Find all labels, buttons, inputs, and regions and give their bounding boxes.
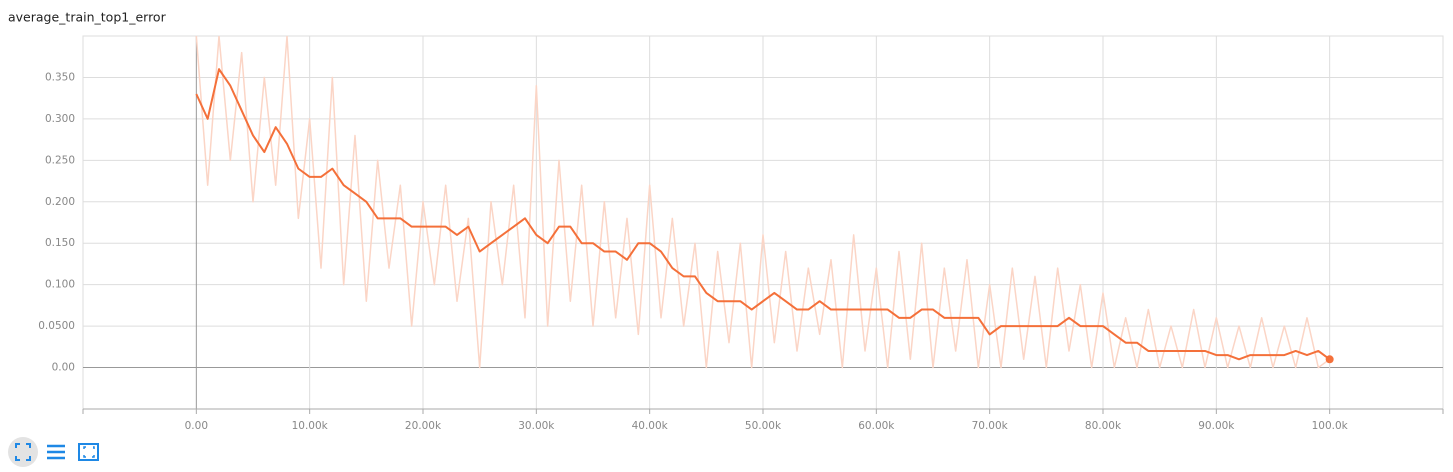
y-tick-label: 0.100 xyxy=(45,279,75,291)
x-tick-label: 60.00k xyxy=(858,420,895,432)
y-tick-label: 0.0500 xyxy=(38,320,75,332)
y-tick-label: 0.250 xyxy=(45,154,75,166)
x-tick-label: 90.00k xyxy=(1198,420,1235,432)
fullscreen-icon xyxy=(15,443,31,461)
x-tick-label: 30.00k xyxy=(518,420,555,432)
smoothed-line xyxy=(195,68,1331,361)
x-tick-label: 50.00k xyxy=(745,420,782,432)
x-tick-label: 70.00k xyxy=(972,420,1009,432)
log-scale-button[interactable] xyxy=(47,444,65,460)
fullscreen-button[interactable] xyxy=(8,437,38,467)
x-tick-label: 80.00k xyxy=(1085,420,1122,432)
x-tick-label: 40.00k xyxy=(632,420,669,432)
fit-domain-button[interactable] xyxy=(78,443,99,461)
x-tick-label: 20.00k xyxy=(405,420,442,432)
y-tick-label: 0.350 xyxy=(45,71,75,83)
fit-domain-icon xyxy=(83,446,95,458)
y-tick-label: 0.200 xyxy=(45,196,75,208)
x-tick-label: 100.0k xyxy=(1312,420,1349,432)
y-tick-label: 0.00 xyxy=(52,362,75,374)
last-point xyxy=(1325,355,1334,364)
y-tick-label: 0.300 xyxy=(45,113,75,125)
y-tick-label: 0.150 xyxy=(45,237,75,249)
x-tick-label: 10.00k xyxy=(292,420,329,432)
chart-title: average_train_top1_error xyxy=(8,10,167,25)
plot-area xyxy=(195,36,1334,369)
raw-line xyxy=(195,36,1331,369)
toolbar xyxy=(8,437,99,467)
x-tick-label: 0.00 xyxy=(185,420,208,432)
